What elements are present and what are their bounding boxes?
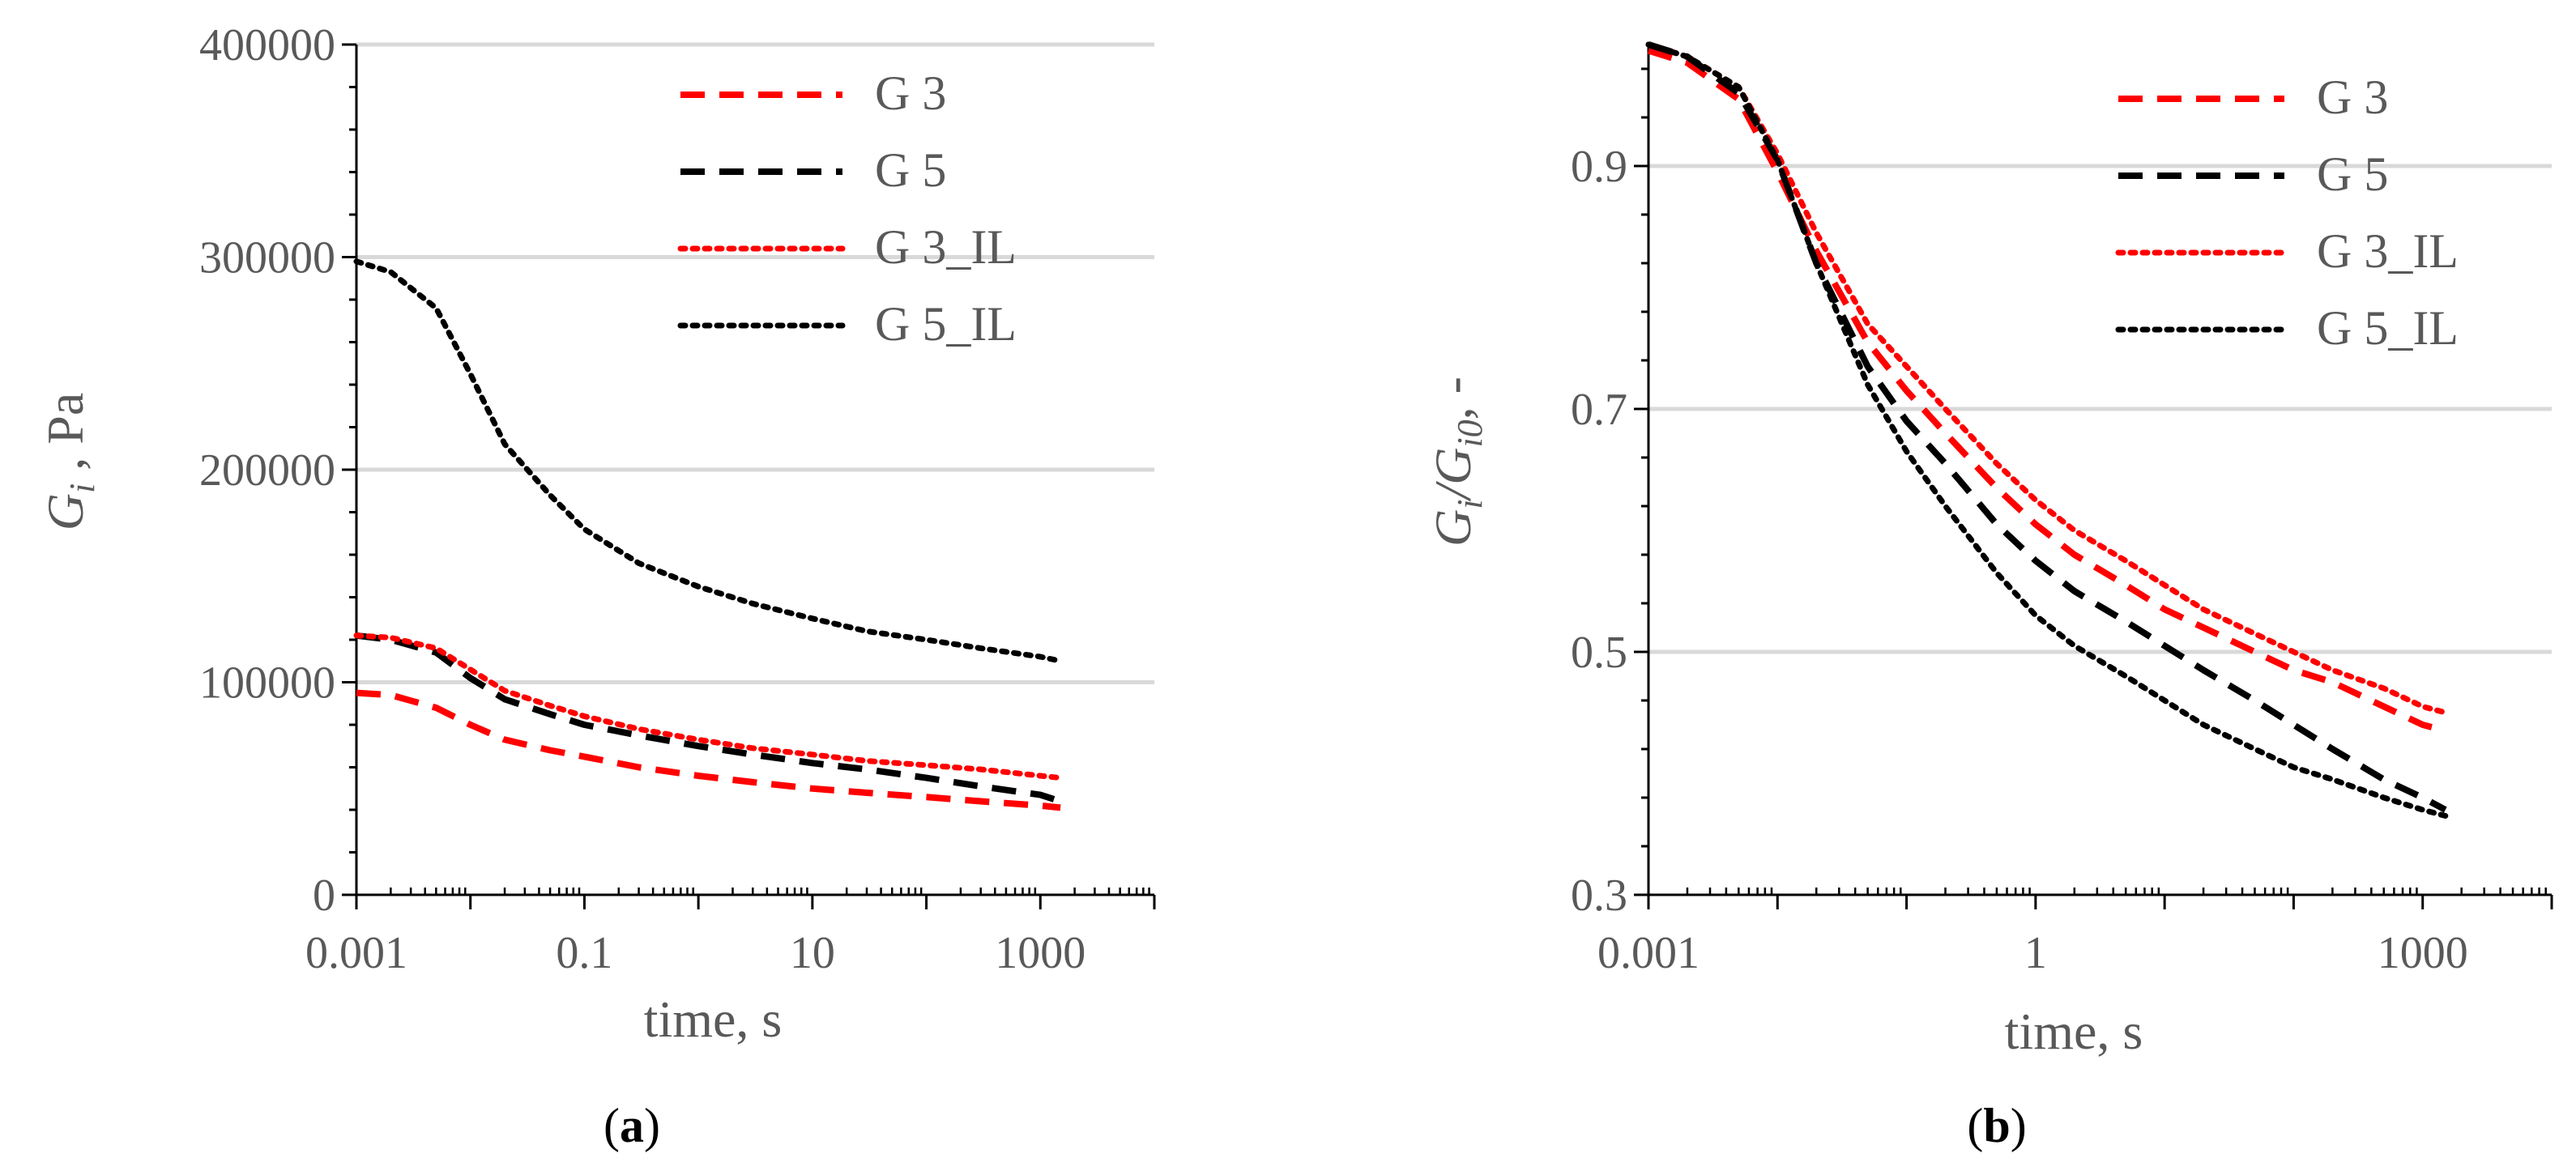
chart-a-legend: G 3 G 5 G 3_IL G 5_IL [677, 66, 1017, 351]
chart-a-axes: 0 100000 200000 300000 400000 0.001 0.1 10 1000 [199, 20, 1156, 978]
chart-b-y-axis-label: Gi/Gi0, - [1424, 377, 1490, 547]
chart-a-y-tick-label: 100000 [199, 658, 335, 709]
chart-b-y-label-g: G [1424, 509, 1482, 547]
chart-b-legend-label: G 5 [2317, 147, 2388, 201]
chart-b-y-label-mid: /G [1424, 448, 1482, 502]
chart-b-y-tick-label: 0.3 [1571, 871, 1627, 921]
chart-b-y-label-rest: , - [1424, 377, 1482, 419]
chart-a-series-line-g-3-il [353, 632, 1064, 781]
chart-a-x-tick-label: 0.1 [556, 928, 612, 978]
chart-a-y-label-g: G [36, 493, 94, 530]
chart-b-legend-label: G 5_IL [2317, 301, 2459, 355]
chart-a-series [353, 258, 1064, 811]
chart-a-gridlines [356, 42, 1154, 684]
chart-b-caption-letter: b [1983, 1099, 2010, 1152]
chart-b-y-label-sub: i [1450, 500, 1490, 509]
chart-a-legend-label: G 5_IL [875, 297, 1017, 351]
chart-a-y-tick-label: 0 [313, 871, 335, 921]
chart-b-x-axis-label: time, s [2005, 1003, 2143, 1060]
chart-a-series-line-g-5 [356, 632, 1062, 805]
chart-b-caption: (b) [1967, 1099, 2026, 1152]
chart-a-y-label-rest: , Pa [36, 393, 94, 483]
chart-b-y-label-sub2: i0 [1450, 419, 1490, 447]
chart-b-legend-label: G 3_IL [2317, 224, 2459, 278]
chart-b-legend-label: G 3 [2317, 70, 2388, 124]
chart-a-series-line-g-5-il [353, 258, 1064, 664]
chart-b-y-tick-label: 0.9 [1571, 142, 1627, 192]
chart-b: 0.3 0.5 0.7 0.9 0.001 1 1000 G 3 G 5 G 3_IL G 5_I… [1424, 41, 2553, 1152]
chart-b-y-tick-label: 0.5 [1571, 628, 1627, 678]
chart-b-axes: 0.3 0.5 0.7 0.9 0.001 1 1000 [1571, 45, 2553, 978]
chart-a-y-tick-label: 400000 [199, 20, 335, 70]
chart-a-x-tick-label: 1000 [995, 928, 1085, 978]
chart-b-x-tick-label: 0.001 [1597, 928, 1700, 978]
chart-a-y-label-sub: i [62, 483, 102, 493]
chart-b-y-tick-label: 0.7 [1571, 385, 1627, 435]
chart-b-legend: G 3 G 5 G 3_IL G 5_IL [2115, 70, 2459, 355]
chart-b-x-tick-label: 1000 [2378, 928, 2468, 978]
chart-a-legend-label: G 5 [875, 143, 946, 197]
chart-b-gridlines [1648, 164, 2552, 654]
chart-a-x-axis-label: time, s [644, 990, 783, 1048]
chart-b-series-line-g-3-il [1645, 41, 2449, 716]
chart-a-x-tick-label: 10 [790, 928, 835, 978]
chart-b-x-tick-label: 1 [2024, 928, 2047, 978]
chart-a-series-line-g-3 [356, 689, 1061, 811]
chart-a-y-tick-label: 300000 [199, 233, 335, 283]
chart-a-y-tick-label: 200000 [199, 445, 335, 496]
chart-a-y-axis-label: Gi , Pa [36, 393, 102, 530]
chart-a-x-tick-label: 0.001 [305, 928, 407, 978]
chart-b-series [1645, 41, 2449, 819]
chart-a-legend-label: G 3 [875, 66, 946, 120]
chart-b-series-line-g-5-il [1645, 41, 2449, 819]
chart-a-legend-label: G 3_IL [875, 220, 1017, 274]
chart-a-caption: (a) [603, 1099, 660, 1152]
chart-a-caption-letter: a [620, 1099, 644, 1152]
